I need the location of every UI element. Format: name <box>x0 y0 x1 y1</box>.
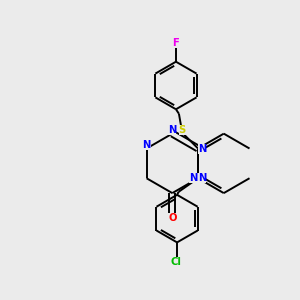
Text: O: O <box>168 213 176 224</box>
Text: Cl: Cl <box>170 257 181 267</box>
Text: F: F <box>172 38 179 48</box>
Text: N: N <box>189 173 198 183</box>
Text: N: N <box>198 173 206 183</box>
Text: N: N <box>198 143 206 154</box>
Text: S: S <box>178 125 186 135</box>
Text: N: N <box>142 140 151 150</box>
Text: N: N <box>168 125 176 135</box>
